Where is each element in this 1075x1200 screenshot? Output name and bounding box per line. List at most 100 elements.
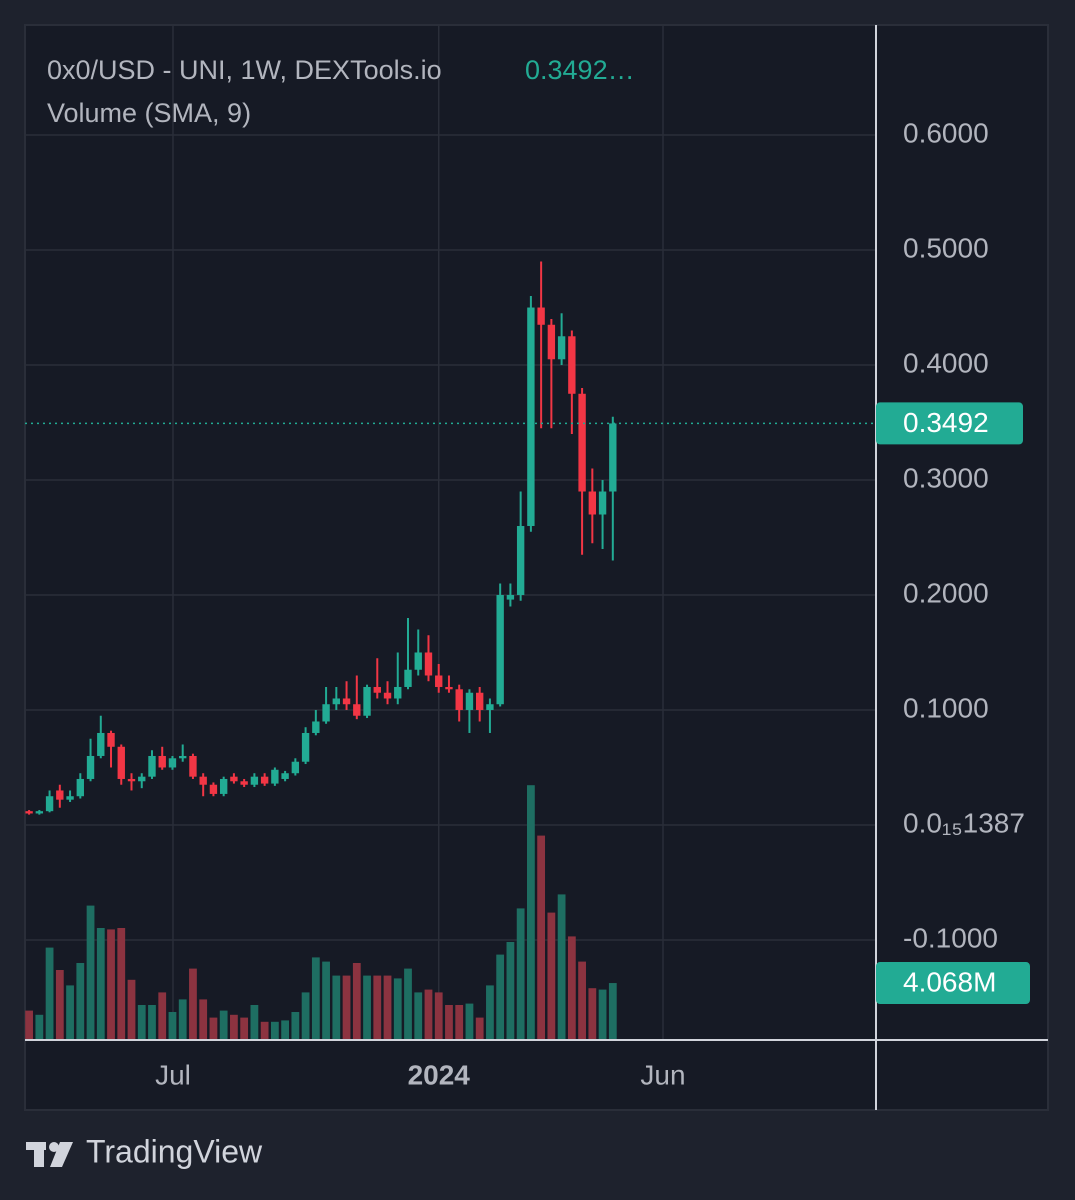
volume-bar [230,1014,238,1040]
last-volume-label: 4.068M [903,966,996,997]
candle-body [373,686,381,693]
volume-bar [373,975,382,1040]
volume-bar [301,992,310,1040]
candle-body [230,776,238,782]
candle-body [250,776,259,785]
volume-bar [352,963,361,1040]
candle-body [86,755,95,779]
candle-body [414,652,422,670]
y-tick-label: 0.1000 [903,692,989,723]
volume-bar [270,1021,279,1040]
candle-body [76,778,84,797]
y-tick-label: 0.0₁₅1387 [903,807,1025,838]
candle-body [547,324,556,360]
candle-body [271,769,279,784]
candle-body [394,686,402,699]
candle-body [486,704,494,710]
volume-bar [240,1017,249,1040]
volume-bar [45,947,54,1040]
volume-bar [424,989,433,1040]
volume-bar [404,968,412,1040]
volume-bar [526,785,535,1040]
volume-bar [332,975,341,1040]
x-tick-label: 2024 [408,1059,471,1090]
candle-body [45,796,54,812]
candle-body [496,594,504,705]
candle-body [209,784,218,794]
candle-body [506,594,515,600]
candle-body [383,692,392,699]
volume-bar [219,1010,228,1040]
volume-bar [127,979,136,1040]
candle-body [35,811,44,814]
volume-bar [383,975,392,1040]
volume-bar [516,908,525,1040]
volume-bar [250,1005,259,1040]
candle-body [363,686,371,716]
brand-name: TradingView [86,1133,263,1169]
volume-bar [178,999,187,1040]
volume-bar [363,975,371,1040]
volume-bar [66,985,74,1040]
candle-body [445,686,453,690]
candle-body [25,811,33,814]
candle-body [342,698,351,705]
volume-bar [96,928,105,1040]
volume-bar [342,975,351,1040]
volume-bar [260,1021,269,1040]
axes: 0.6000 0.5000 0.4000 0.3000 0.2000 0.1000 0.0₁… [25,117,1030,1090]
candle-body [127,778,136,782]
candle-body [609,423,617,492]
volume-bar [475,1017,484,1040]
candle-body [465,692,474,710]
volume-bar [414,992,423,1040]
candle-body [56,790,64,800]
y-tick-label: 0.2000 [903,577,989,608]
volume-bar [393,978,402,1040]
volume-bar [199,999,208,1040]
candle-body [537,307,545,325]
volume-bar [486,985,494,1040]
volume-bar [25,1010,33,1040]
volume-bar [281,1020,290,1040]
candle-body [107,732,115,747]
volume-bar [311,957,320,1040]
volume-bar [506,942,515,1040]
volume-bar [598,989,607,1040]
last-volume-marker [876,962,1030,1005]
brand-logo [26,1142,73,1167]
title-value: 0.3492… [525,55,635,85]
candle-body [312,721,320,733]
candle-body [435,675,443,687]
candle-body [179,755,187,759]
candle-body [404,669,412,687]
candle-body [66,796,74,800]
candle-body [301,732,310,762]
candle-body [148,755,156,777]
candle-body [557,336,566,360]
candle-body [598,491,607,515]
y-tick-label: -0.1000 [903,922,998,953]
volume-bar [107,929,115,1040]
candle-layer [25,261,617,815]
volume-bar [168,1012,177,1040]
candle-body [455,689,463,710]
chart-panel [24,24,1049,1111]
candle-body [475,692,484,710]
volume-bar [567,936,576,1040]
last-price-label: 0.3492 [903,407,989,438]
volume-bar [588,988,597,1040]
volume-bar [322,961,330,1040]
candle-body [322,704,330,722]
candle-body [578,393,586,492]
candle-body [260,776,269,784]
volume-bar [291,1012,300,1040]
volume-bar [35,1014,44,1040]
volume-bar [557,894,566,1040]
candle-body [117,746,125,779]
y-tick-label: 0.3000 [903,462,989,493]
x-tick-label: Jul [155,1059,191,1090]
volume-bar [137,1005,146,1040]
volume-bar [158,992,167,1040]
